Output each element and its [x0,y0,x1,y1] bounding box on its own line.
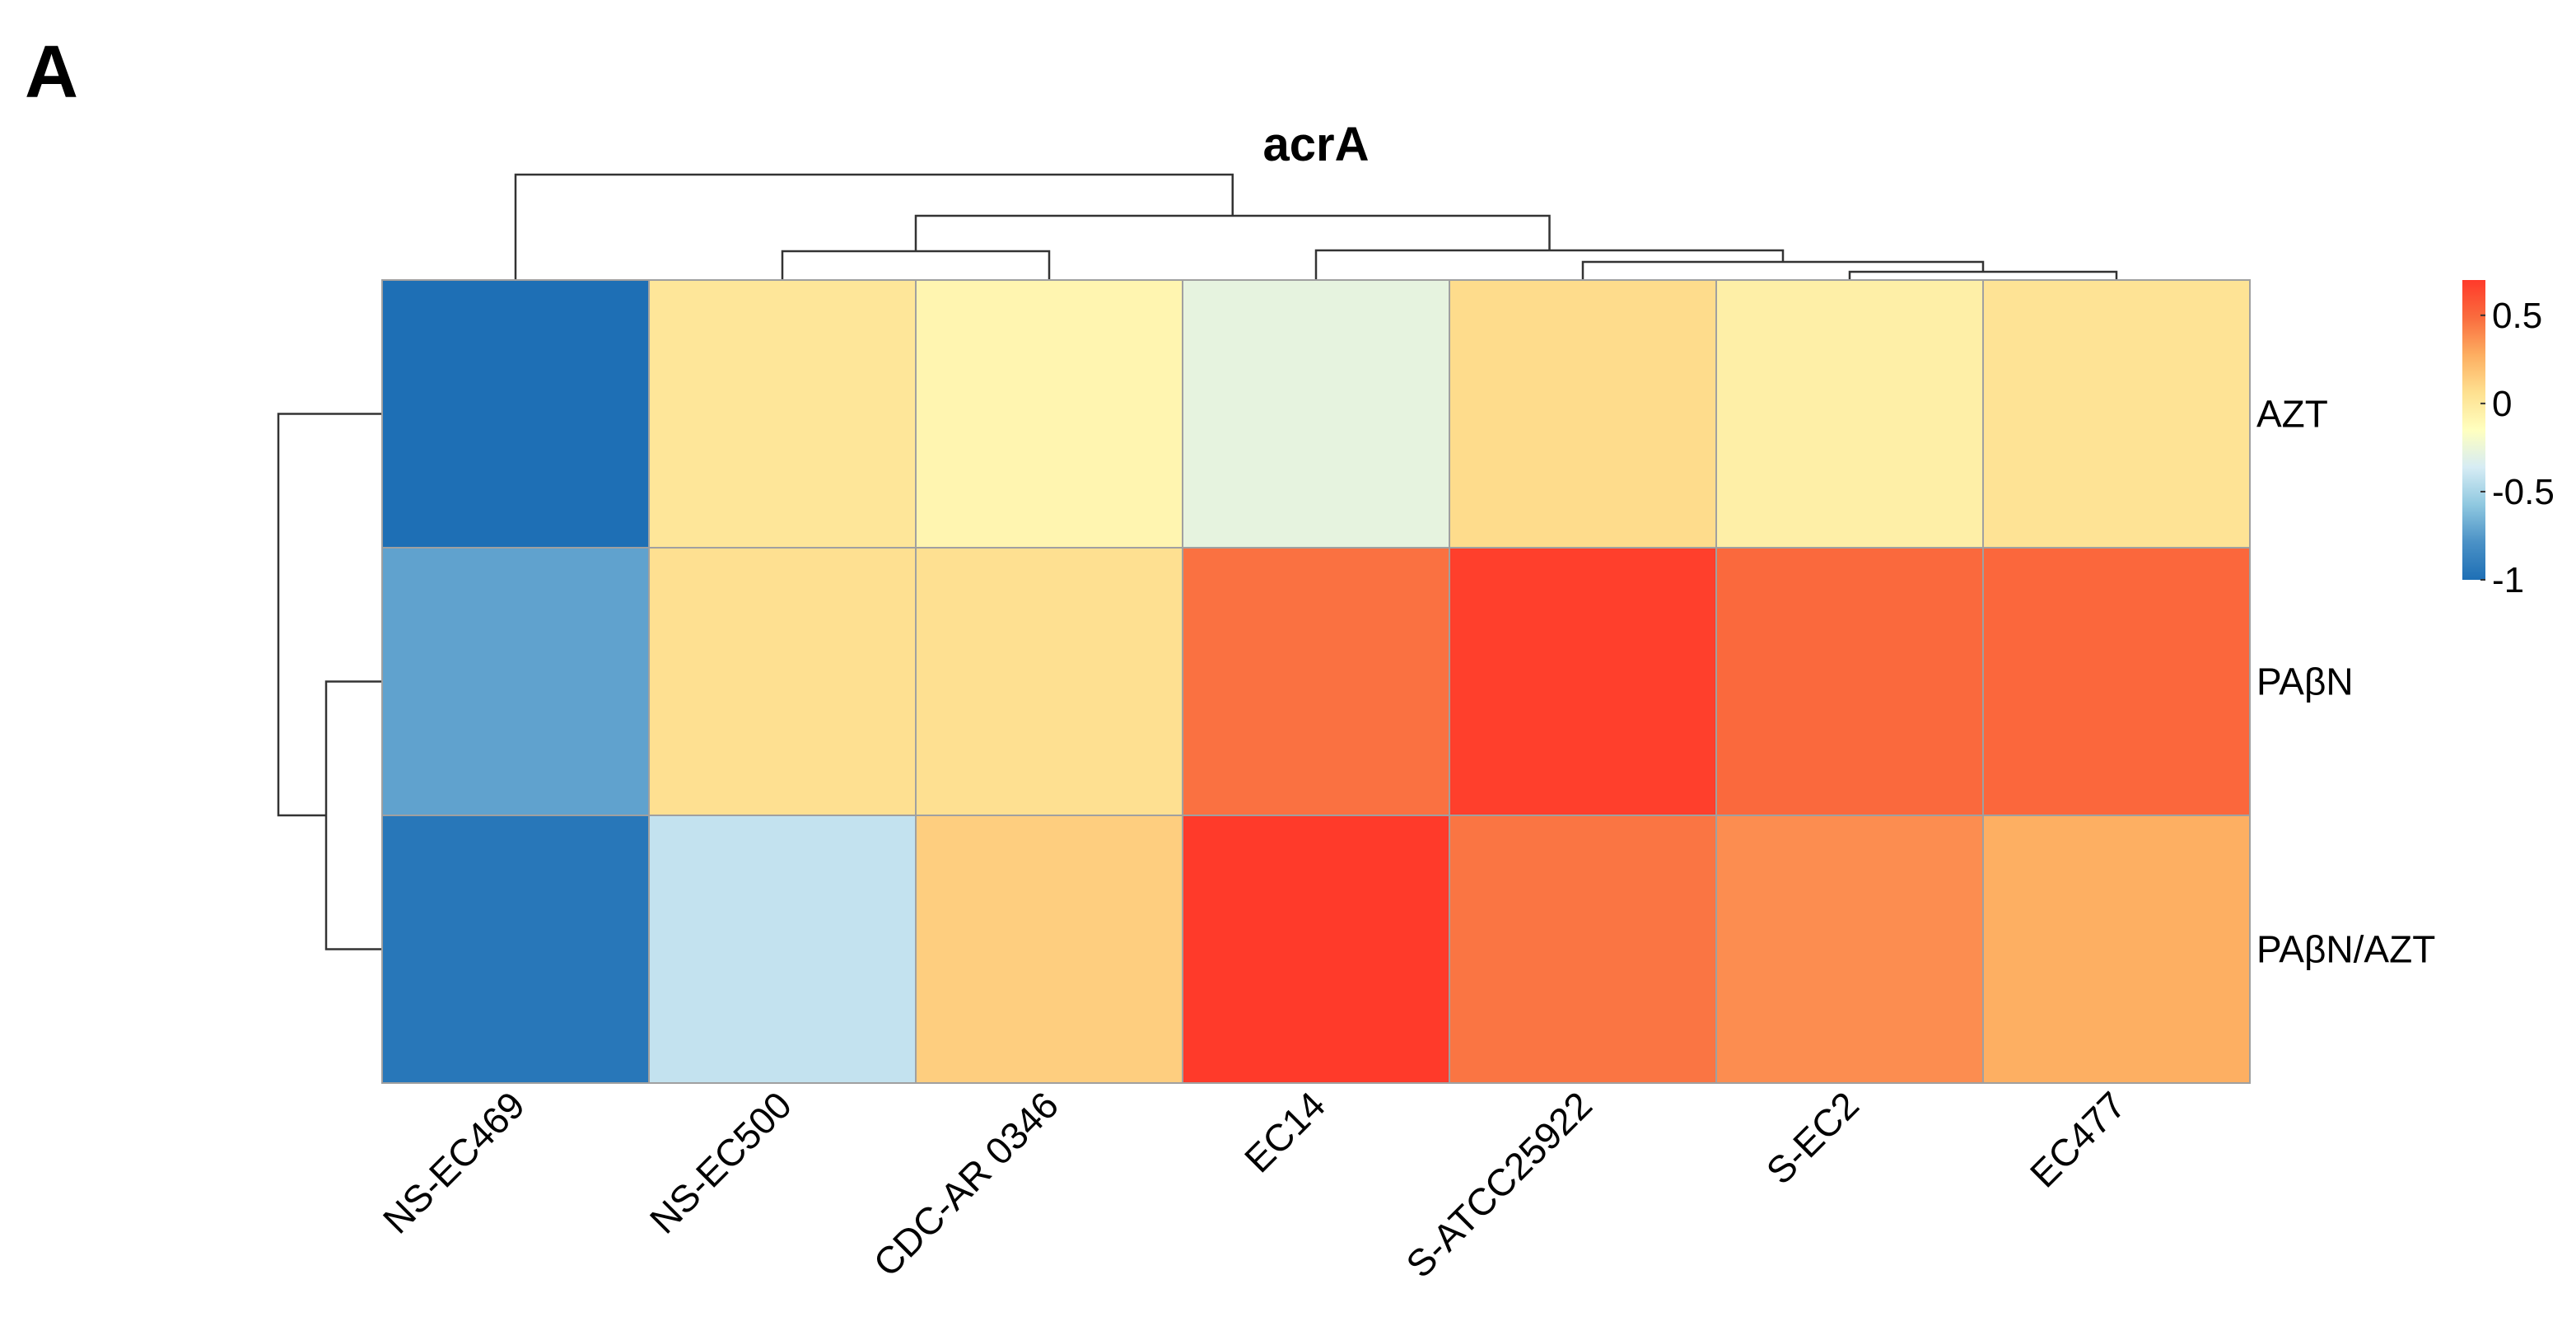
row-label-pa-n: PAβN [2256,661,2354,703]
heatmap-cells [381,279,2251,1084]
cell-pa-n-cdc-ar-0346 [915,547,1183,816]
legend-tick-label: -1 [2492,560,2524,600]
dendro-link-ns-ec500-cdc [781,250,1051,280]
color-legend-bar [2462,280,2485,580]
cell-pa-n-s-ec2 [1715,547,1984,816]
panel-label: A [25,31,78,114]
cell-pa-n-azt-s-ec2 [1715,815,1984,1084]
chart-title: acrA [1263,118,1370,171]
dendro-link-s-ec2-ec477 [1848,270,2118,280]
cell-azt-ns-ec469 [381,279,650,549]
color-legend-ticks: 0.5 0 -0.5 -1 [2480,296,2555,600]
cell-pa-n-azt-ec14 [1182,815,1450,1084]
legend-tick-label: 0 [2492,384,2512,424]
column-label-ec477: EC477 [2022,1083,2134,1195]
cell-pa-n-ns-ec500 [648,547,917,816]
row-dendrogram [277,413,382,950]
cell-pa-n-s-atcc25922 [1449,547,1717,816]
column-label-s-ec2: S-EC2 [1757,1083,1867,1193]
cell-pa-n-ec477 [1982,547,2251,816]
column-label-ns-ec469: NS-EC469 [375,1083,533,1241]
cell-pa-n-ec14 [1182,547,1450,816]
cell-azt-cdc-ar-0346 [915,279,1183,549]
cell-azt-ec477 [1982,279,2251,549]
column-labels: NS-EC469 NS-EC500 CDC-AR 0346 EC14 S-ATCC259… [375,1083,2134,1286]
cell-azt-ns-ec500 [648,279,917,549]
cell-pa-n-azt-ns-ec500 [648,815,917,1084]
row-label-pa-n-azt: PAβN/AZT [2256,928,2435,971]
column-label-ns-ec500: NS-EC500 [642,1083,800,1241]
color-legend: 0.5 0 -0.5 -1 [2462,280,2555,600]
cell-azt-s-ec2 [1715,279,1984,549]
legend-tick-label: 0.5 [2492,296,2542,336]
dendro-link-main-right [914,214,1551,251]
cell-azt-ec14 [1182,279,1450,549]
row-labels: AZT PAβN PAβN/AZT [2256,393,2435,971]
column-label-cdc-ar-0346: CDC-AR 0346 [865,1083,1066,1285]
column-dendrogram [514,173,2118,280]
cell-pa-n-azt-ns-ec469 [381,815,650,1084]
legend-tick-label: -0.5 [2492,472,2555,512]
cell-azt-s-atcc25922 [1449,279,1717,549]
cell-pa-n-azt-ec477 [1982,815,2251,1084]
dendro-link-row-root [277,413,382,817]
dendro-link-root [514,173,1234,280]
column-label-ec14: EC14 [1236,1083,1333,1180]
column-label-s-atcc25922: S-ATCC25922 [1398,1083,1600,1286]
row-label-azt: AZT [2256,393,2328,436]
dendro-link-pabn-pair [324,680,382,950]
dendro-link-ec14-group [1314,249,1785,280]
cell-pa-n-azt-cdc-ar-0346 [915,815,1183,1084]
cell-pa-n-ns-ec469 [381,547,650,816]
cell-pa-n-azt-s-atcc25922 [1449,815,1717,1084]
